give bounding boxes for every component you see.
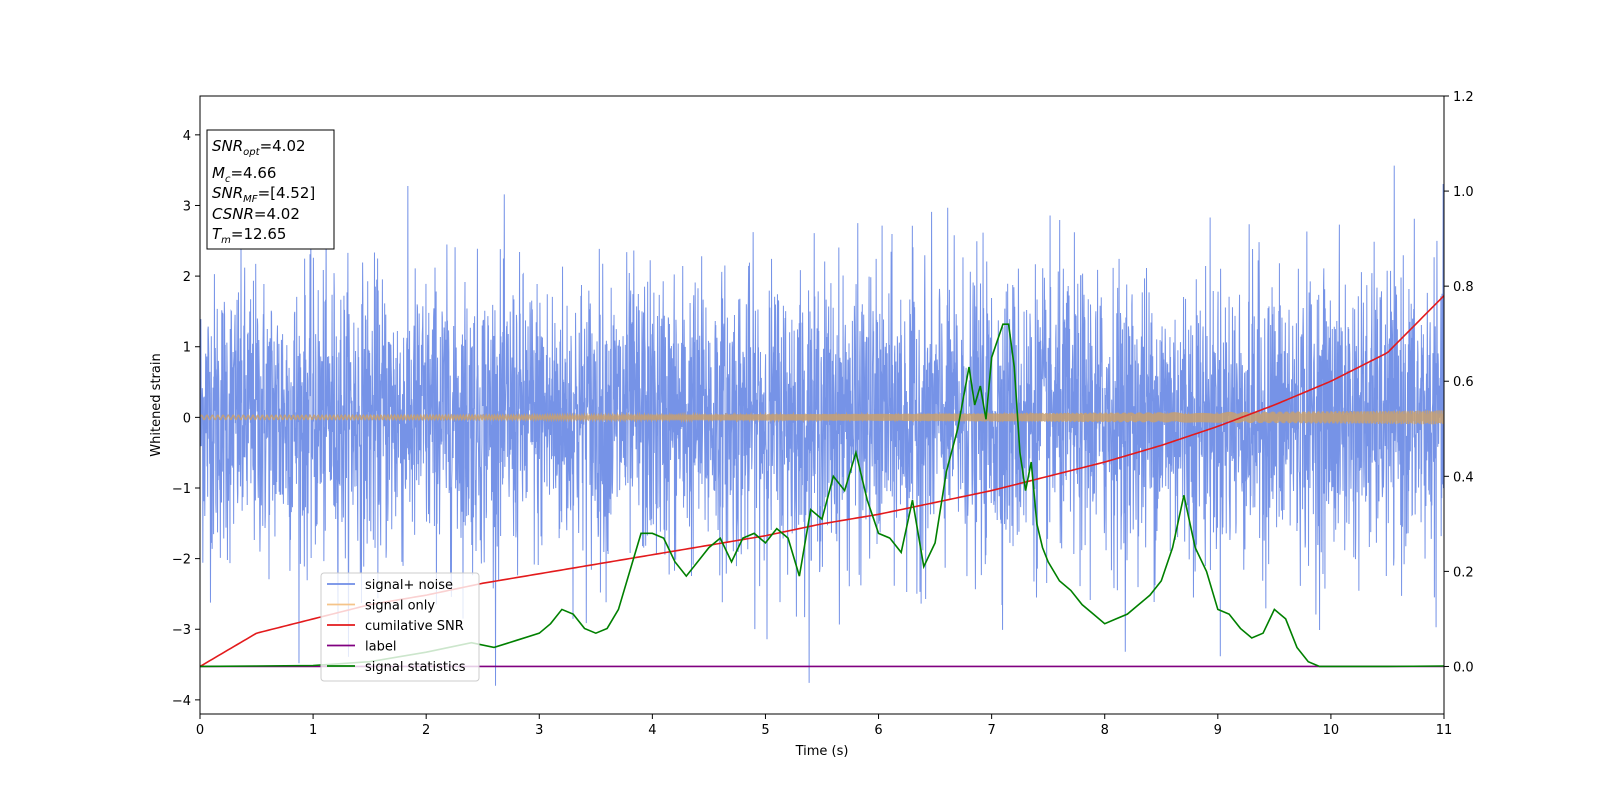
csnr-annotation: CSNR=4.02 (212, 205, 300, 223)
right-y-tick-label: 0.0 (1453, 660, 1474, 675)
left-y-tick-label: 3 (183, 199, 191, 214)
right-y-tick-label: 0.2 (1453, 565, 1474, 580)
right-y-tick-label: 0.4 (1453, 470, 1474, 485)
legend-label: cumilative SNR (365, 619, 464, 634)
signal-statistics-line (200, 323, 1444, 668)
right-y-tick-label: 1.0 (1453, 185, 1474, 200)
snr-mf-annotation: SNRMF=[4.52] (212, 184, 315, 205)
x-tick-label: 4 (648, 723, 656, 738)
signal-noise-line (200, 165, 1444, 686)
signal-only-line (200, 410, 1444, 425)
legend-label: signal+ noise (365, 578, 453, 593)
x-axis-label: Time (s) (795, 744, 849, 759)
x-tick-label: 8 (1101, 723, 1109, 738)
signal-series-group (200, 410, 1444, 425)
right-y-tick-label: 1.2 (1453, 90, 1474, 105)
tm-annotation: Tm=12.65 (212, 225, 286, 246)
legend-label: label (365, 640, 396, 655)
left-y-tick-label: 1 (183, 341, 191, 356)
x-tick-label: 6 (874, 723, 882, 738)
right-y-axis-ticks: 0.0 0.2 0.4 0.6 0.8 1.0 1.2 (1444, 90, 1474, 675)
snr-opt-annotation: SNRopt=4.02 (212, 137, 306, 158)
mc-annotation: Mc=4.66 (212, 164, 276, 185)
left-y-tick-label: 2 (183, 270, 191, 285)
right-y-tick-label: 0.6 (1453, 375, 1474, 390)
legend-label: signal statistics (365, 660, 466, 675)
x-axis-ticks: 0 1 2 3 4 5 6 7 8 9 10 11 (196, 714, 1452, 738)
left-y-tick-label: −4 (172, 694, 191, 709)
left-y-tick-label: 4 (183, 129, 191, 144)
plot-frame (199, 95, 1445, 715)
x-tick-label: 3 (535, 723, 543, 738)
left-y-tick-label: −3 (172, 623, 191, 638)
left-y-tick-label: 0 (183, 411, 191, 426)
left-y-tick-label: −1 (172, 482, 191, 497)
x-tick-label: 7 (987, 723, 995, 738)
noise-series-group (200, 165, 1444, 686)
x-tick-label: 11 (1436, 723, 1453, 738)
right-y-tick-label: 0.8 (1453, 280, 1474, 295)
y-axis-label: Whitened strain (149, 353, 164, 456)
x-tick-label: 9 (1214, 723, 1222, 738)
x-tick-label: 10 (1323, 723, 1340, 738)
x-tick-label: 5 (761, 723, 769, 738)
metrics-annotation-box: SNRopt=4.02 Mc=4.66 SNRMF=[4.52] CSNR=4.… (206, 129, 335, 250)
left-y-axis-ticks: −4 −3 −2 −1 0 1 2 3 4 (172, 129, 200, 709)
x-tick-label: 1 (309, 723, 317, 738)
chart-legend: signal+ noise signal only cumilative SNR la… (320, 572, 480, 682)
legend-label: signal only (365, 599, 435, 614)
left-y-tick-label: −2 (172, 553, 191, 568)
x-tick-label: 0 (196, 723, 204, 738)
x-tick-label: 2 (422, 723, 430, 738)
